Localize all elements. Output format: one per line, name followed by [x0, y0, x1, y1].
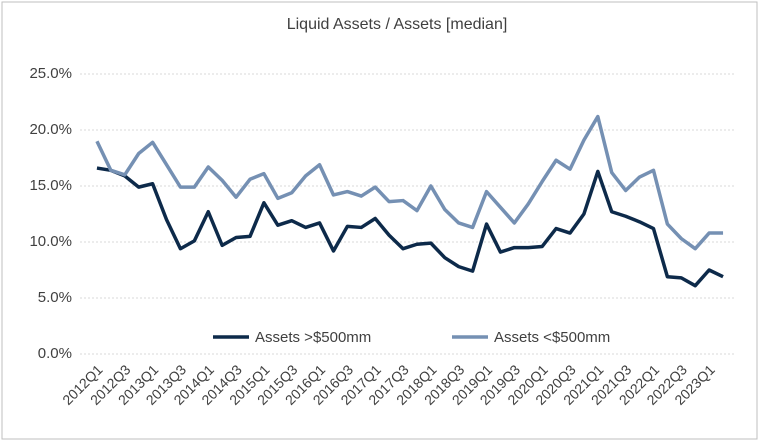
chart-title: Liquid Assets / Assets [median]: [287, 16, 508, 33]
y-tick-label: 15.0%: [29, 177, 72, 194]
series-line: [95, 114, 724, 251]
series-line: [96, 166, 724, 288]
y-tick-label: 5.0%: [38, 289, 72, 306]
y-tick-label: 25.0%: [29, 65, 72, 82]
legend-label: Assets <$500mm: [494, 329, 610, 346]
y-tick-label: 10.0%: [29, 233, 72, 250]
y-tick-label: 20.0%: [29, 121, 72, 138]
legend-label: Assets >$500mm: [255, 329, 371, 346]
y-tick-label: 0.0%: [38, 345, 72, 362]
